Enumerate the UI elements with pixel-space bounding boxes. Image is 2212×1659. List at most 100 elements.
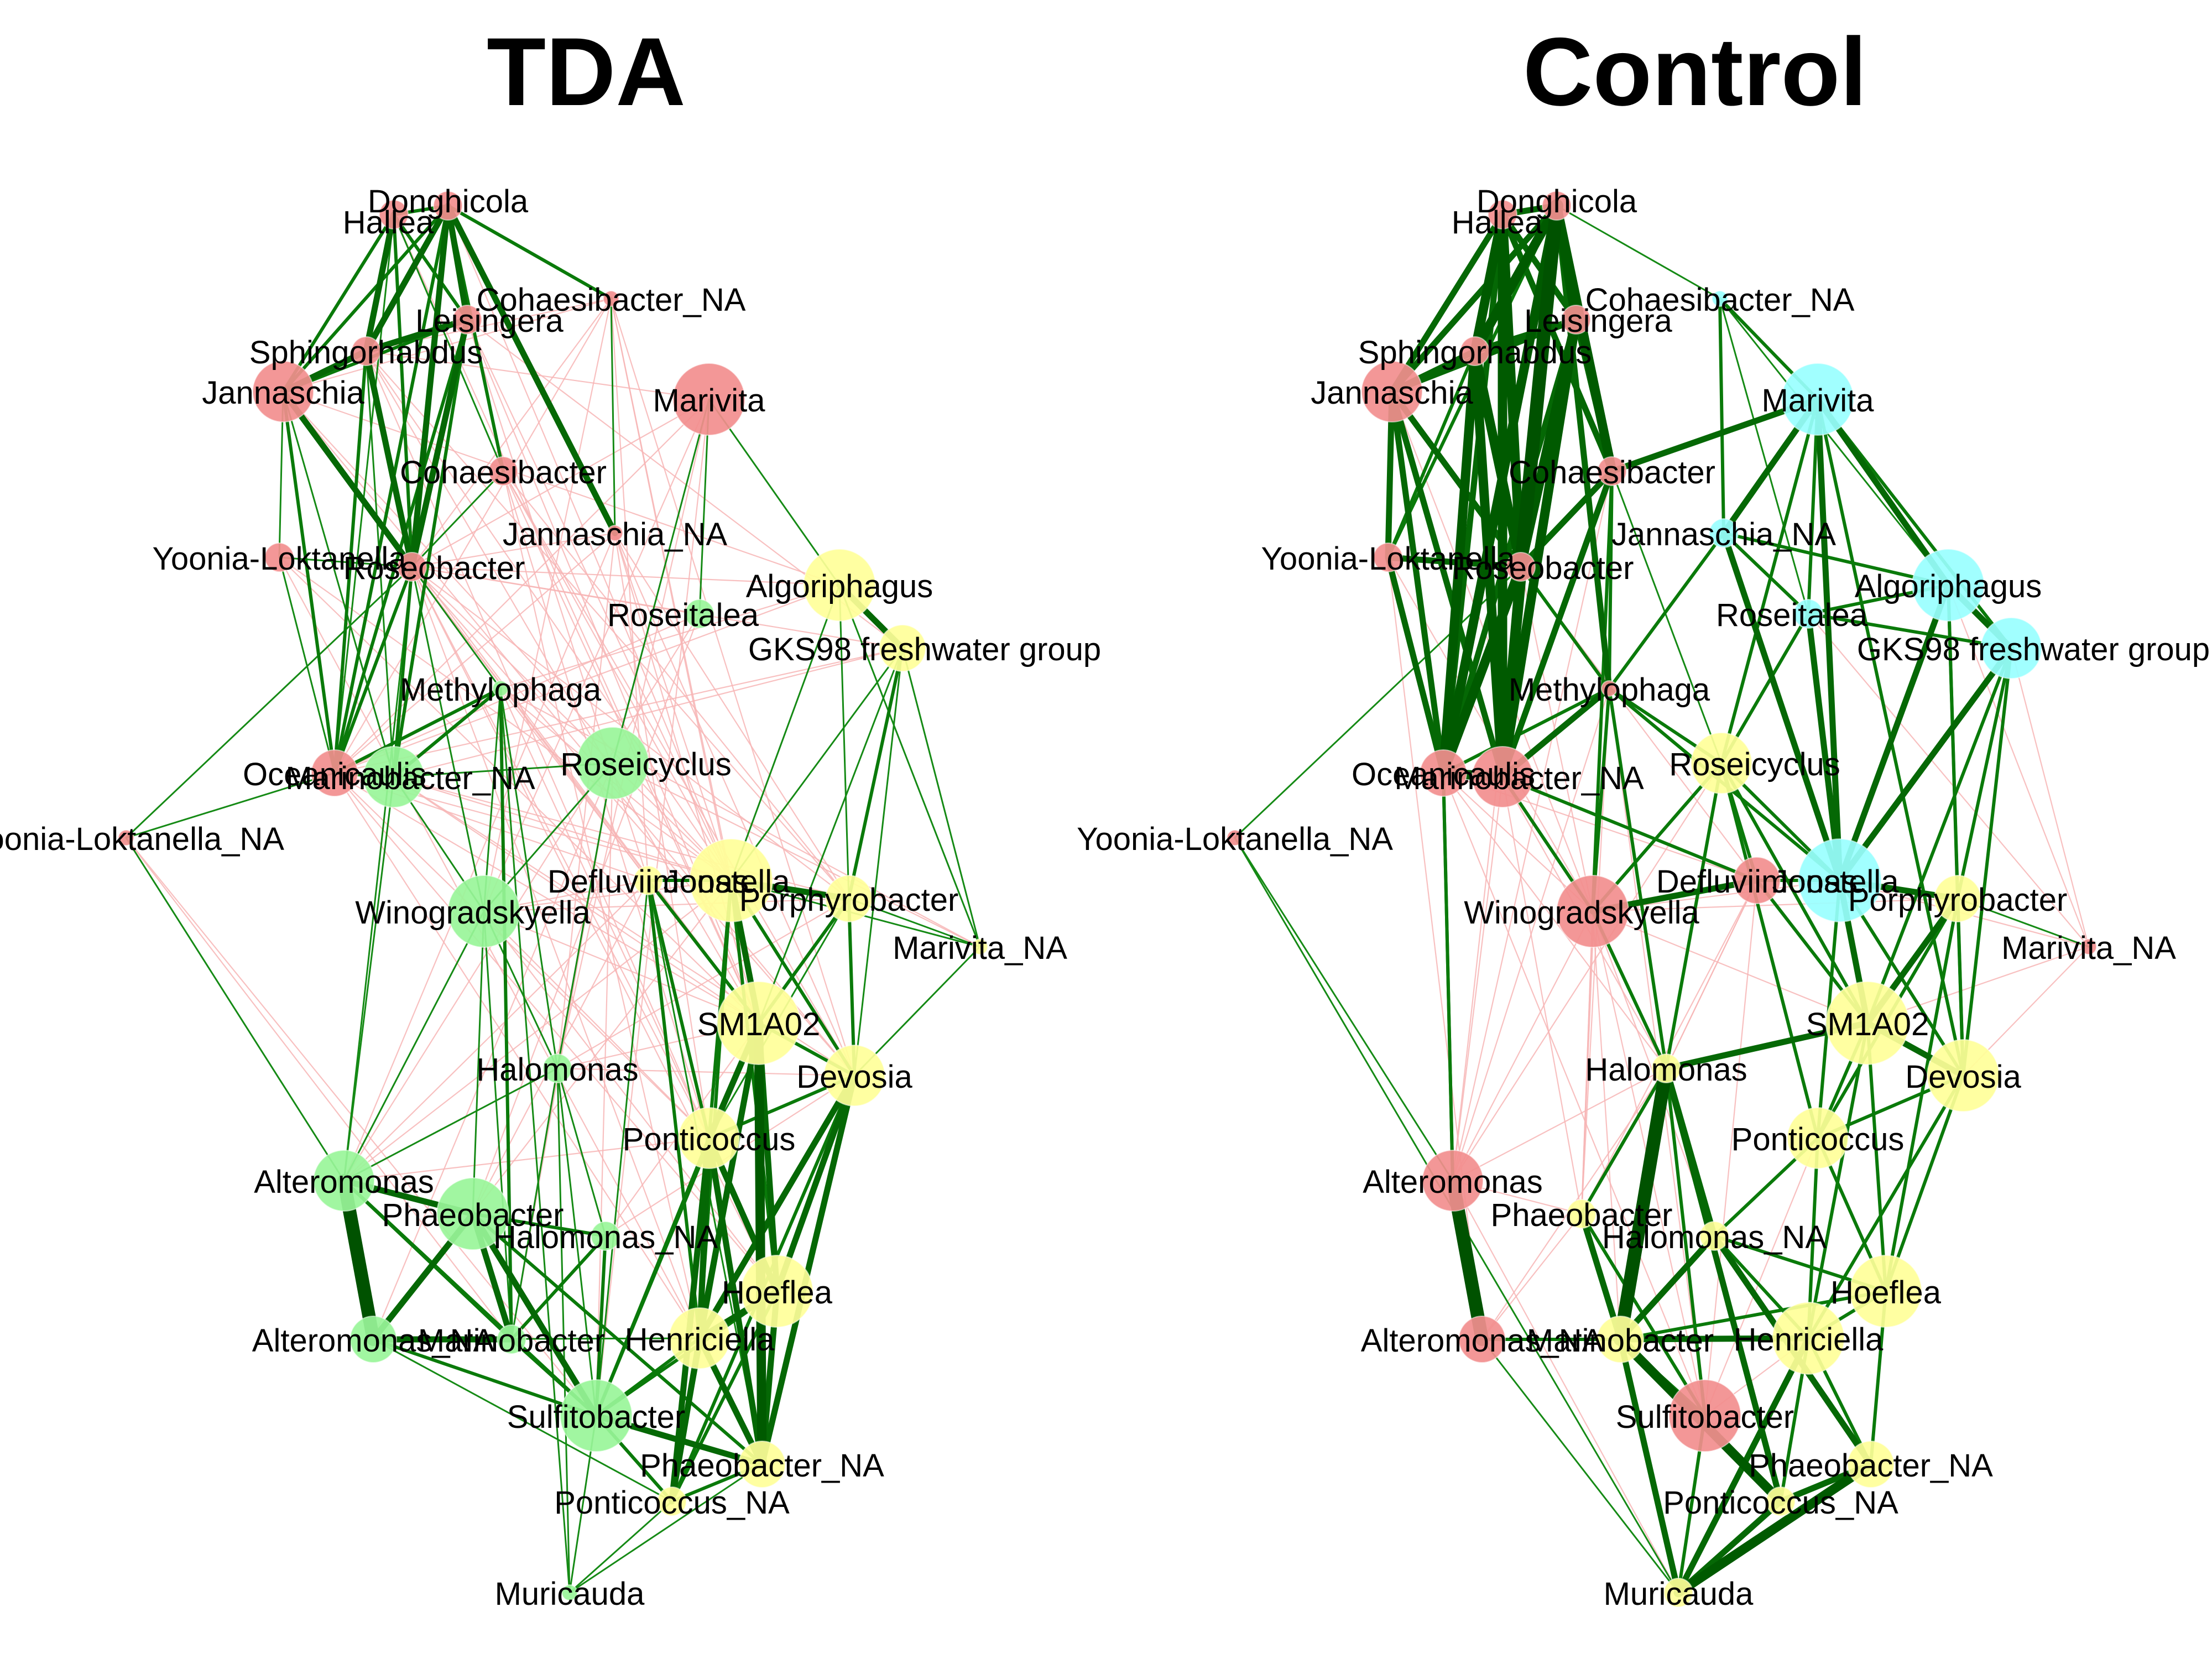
positive-edge <box>1719 298 1809 615</box>
node-cohaesibacter-na <box>1712 290 1728 307</box>
node-label-hoeflea: Hoeflea <box>1830 1275 1942 1311</box>
node-jannaschia <box>1361 361 1423 422</box>
positive-edge <box>281 204 450 393</box>
positive-edge <box>1720 761 1869 1025</box>
node-phaeobacter <box>436 1177 509 1250</box>
node-alteromonas <box>1422 1150 1484 1212</box>
positive-edge <box>1720 398 1819 765</box>
node-label-yoonia-loktanella: Yoonia-Loktanella <box>152 541 406 577</box>
node-label-marivita-na: Marivita_NA <box>2001 930 2176 966</box>
positive-edge <box>1389 388 1447 776</box>
negative-edge <box>472 880 732 1214</box>
node-marinobacter <box>1597 1316 1644 1363</box>
node-label-yoonia-loktanella-na: Yoonia-Loktanella_NA <box>1077 821 1393 857</box>
node-marivita <box>672 363 745 436</box>
node-label-phaeobacter-na: Phaeobacter_NA <box>1749 1448 1993 1484</box>
positive-edge <box>1481 1338 1679 1594</box>
positive-edge <box>568 1500 673 1594</box>
negative-edge <box>343 880 649 1181</box>
positive-edge <box>1619 1290 1887 1341</box>
node-alteromonas-na <box>1458 1316 1506 1363</box>
node-label-joostella: Joostella <box>1772 864 1900 900</box>
positive-edge <box>1805 611 1843 884</box>
negative-edge <box>1481 1213 1582 1340</box>
negative-edge <box>411 532 615 568</box>
node-hallea <box>1488 200 1517 229</box>
negative-edge <box>366 351 759 1024</box>
negative-edge <box>1442 773 1706 1416</box>
positive-edge <box>708 398 841 586</box>
positive-edge <box>393 213 504 472</box>
negative-edge <box>334 298 612 774</box>
negative-edge <box>1704 880 1758 1416</box>
positive-edge <box>343 910 485 1182</box>
positive-edge <box>499 687 559 1070</box>
node-label-jannaschia: Jannaschia <box>202 375 364 411</box>
node-label-jannaschia-na: Jannaschia_NA <box>503 517 728 552</box>
positive-edge <box>333 204 450 775</box>
nodes-tda <box>118 191 988 1601</box>
node-sphingorhabdus <box>351 336 381 366</box>
positive-edge <box>1389 202 1560 395</box>
node-winogradskyella <box>1556 875 1629 948</box>
node-sulfitobacter <box>1668 1379 1741 1452</box>
node-joostella <box>1798 838 1882 922</box>
negative-edge <box>1452 911 1593 1181</box>
negative-edge <box>1452 688 1610 1181</box>
negative-edge <box>1592 910 1868 1024</box>
positive-edge <box>1470 346 1526 572</box>
node-phaeobacter <box>1567 1199 1597 1229</box>
positive-edge <box>499 687 571 1594</box>
node-devosia <box>1927 1039 2000 1112</box>
node-label-henriciella: Henriciella <box>1734 1322 1884 1358</box>
node-winogradskyella <box>447 875 520 948</box>
negative-edge <box>614 533 855 1076</box>
negative-edge <box>411 566 701 1339</box>
node-label-algoriphagus: Algoriphagus <box>746 568 933 604</box>
node-label-marinobacter: Marinobacter <box>418 1323 605 1359</box>
node-label-marinobacter-na: Marinobacter_NA <box>285 760 535 796</box>
positive-edge <box>1720 761 1819 1140</box>
negative-edge <box>483 910 759 1024</box>
node-alteromonas <box>313 1150 375 1212</box>
positive-edge <box>1866 1021 1887 1293</box>
node-sm1a02 <box>1825 981 1910 1065</box>
positive-edge <box>1608 687 1668 1070</box>
positive-edge <box>1665 1067 1707 1417</box>
node-yoonia-loktanella-na <box>1227 830 1243 846</box>
positive-edge <box>510 1234 607 1341</box>
positive-edge <box>759 1072 858 1468</box>
negative-edge <box>411 566 709 1139</box>
panel-title-tda: TDA <box>487 18 686 126</box>
positive-edge <box>1438 346 1480 778</box>
node-hoeflea <box>1849 1255 1922 1328</box>
negative-edge <box>1387 557 1483 1340</box>
node-label-phaeobacter: Phaeobacter <box>382 1197 564 1233</box>
negative-edge <box>1520 566 1594 912</box>
node-label-phaeobacter: Phaeobacter <box>1491 1197 1673 1233</box>
node-halomonas-na <box>1699 1221 1729 1251</box>
node-label-roseicyclus: Roseicyclus <box>1669 747 1840 782</box>
node-label-winogradskyella: Winogradskyella <box>355 895 591 931</box>
node-label-sm1a02: SM1A02 <box>1806 1006 1929 1042</box>
negative-edge <box>500 688 709 1139</box>
node-label-sphingorhabdus: Sphingorhabdus <box>249 335 483 371</box>
negative-edge <box>483 298 612 912</box>
node-label-methylophaga: Methylophaga <box>400 672 602 708</box>
positive-edge <box>730 584 841 881</box>
node-porphyrobacter <box>825 875 873 922</box>
positive-edge <box>594 1136 711 1417</box>
positive-edge <box>1580 1067 1668 1215</box>
positive-edge <box>853 647 904 1077</box>
negative-edge <box>500 688 980 947</box>
positive-edge <box>1438 562 1526 778</box>
node-porphyrobacter <box>1934 875 1981 922</box>
node-cohaesibacter <box>488 456 518 486</box>
node-defluviimonas <box>1733 857 1781 904</box>
node-label-jannaschia-na: Jannaschia_NA <box>1611 517 1837 552</box>
negative-edge <box>1501 776 1583 1214</box>
positive-edge <box>125 837 345 1182</box>
positive-edge <box>1552 201 1617 476</box>
node-jannaschia-na <box>607 525 623 541</box>
